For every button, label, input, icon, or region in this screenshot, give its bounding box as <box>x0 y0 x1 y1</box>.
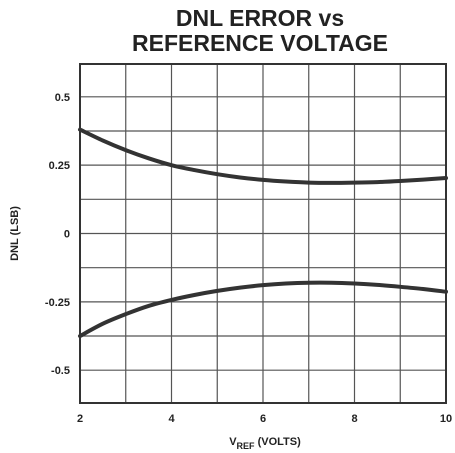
x-axis-label: VREF (VOLTS) <box>229 436 301 451</box>
y-tick-label: -0.25 <box>45 297 70 309</box>
series-line-lower <box>78 280 448 339</box>
x-axis-label-rest: (VOLTS) <box>255 436 302 448</box>
x-axis-label-main: V <box>229 436 237 448</box>
y-axis-label: DNL (LSB) <box>9 206 21 261</box>
x-tick-label: 6 <box>260 413 266 425</box>
y-tick-label: 0 <box>64 229 70 241</box>
x-tick-label: 4 <box>168 413 175 425</box>
chart-title: DNL ERROR vs REFERENCE VOLTAGE <box>70 6 450 56</box>
chart-title-line-2: REFERENCE VOLTAGE <box>132 30 388 56</box>
y-tick-label: 0.5 <box>55 92 70 104</box>
series-line-upper <box>78 127 448 185</box>
grid-layer <box>79 64 447 403</box>
x-tick-label: 8 <box>351 413 357 425</box>
series-layer <box>78 127 448 339</box>
tick-labels: 2 4 6 8 10 0.5 0.25 0 -0.25 -0.5 <box>45 92 452 425</box>
x-tick-label: 2 <box>77 413 83 425</box>
plot-frame <box>79 63 447 404</box>
x-tick-label: 10 <box>440 413 452 425</box>
y-tick-label: -0.5 <box>51 365 70 377</box>
chart-title-line-1: DNL ERROR vs <box>175 5 345 31</box>
x-axis-label-sub: REF <box>237 441 256 451</box>
y-tick-label: 0.25 <box>49 160 70 172</box>
